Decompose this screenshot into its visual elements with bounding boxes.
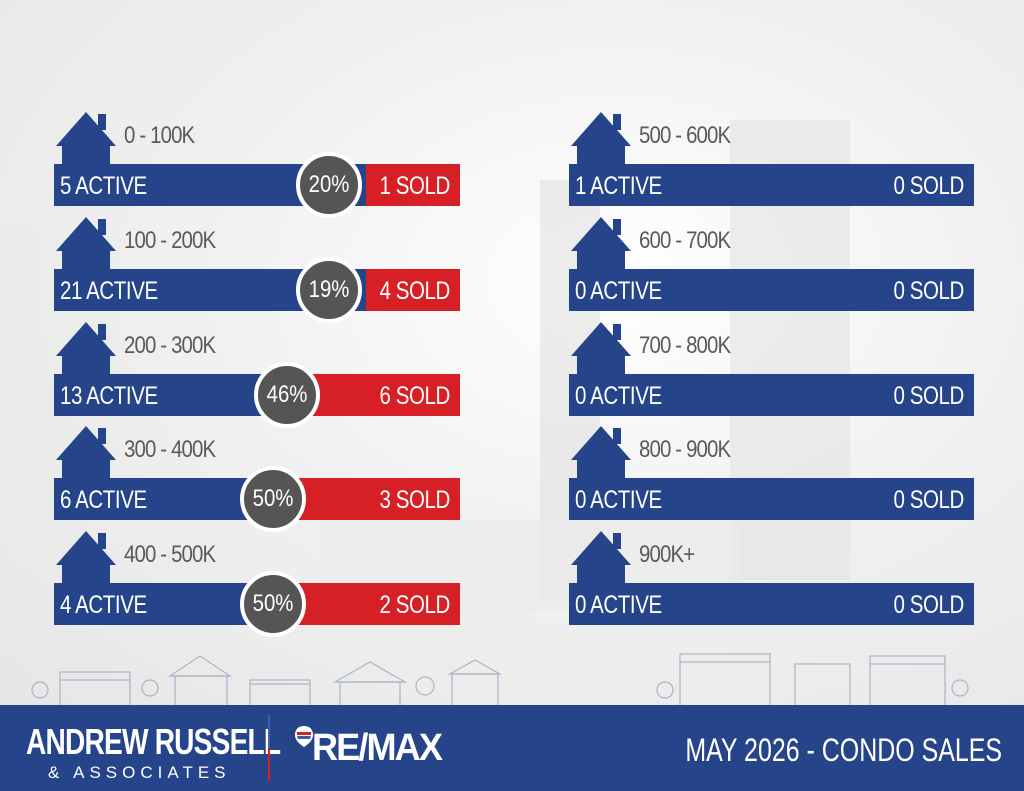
house-icon — [571, 531, 631, 587]
price-range-label: 500 - 600K — [639, 122, 731, 149]
sold-count: 6 SOLD — [379, 382, 451, 410]
sold-bar: 6 SOLD — [304, 374, 460, 416]
house-icon — [571, 217, 631, 273]
house-icon — [56, 217, 116, 273]
price-range-label: 900K+ — [639, 541, 695, 568]
percent-badge: 46% — [254, 362, 320, 428]
brand-name: ANDREW RUSSELL — [26, 721, 281, 762]
active-count: 13 ACTIVE — [60, 382, 158, 410]
active-bar: 0 ACTIVE 0 SOLD — [569, 583, 974, 625]
price-row-100-200k: 100 - 200K 21 ACTIVE 4 SOLD 19% — [54, 215, 460, 323]
price-row-200-300k: 200 - 300K 13 ACTIVE 6 SOLD 46% — [54, 320, 460, 428]
sold-count: 0 SOLD — [893, 382, 965, 410]
footer-bar: ANDREW RUSSELL & ASSOCIATES RE/MAX MAY 2… — [0, 705, 1024, 791]
price-range-label: 300 - 400K — [124, 436, 216, 463]
sold-count: 0 SOLD — [893, 277, 965, 305]
active-bar: 0 ACTIVE 0 SOLD — [569, 478, 974, 520]
active-bar: 0 ACTIVE 0 SOLD — [569, 374, 974, 416]
active-bar: 1 ACTIVE 0 SOLD — [569, 164, 974, 206]
sold-count: 0 SOLD — [893, 172, 965, 200]
brand-subtitle: & ASSOCIATES — [48, 763, 231, 782]
price-range-label: 700 - 800K — [639, 332, 731, 359]
skyline-illustration — [0, 653, 1024, 707]
report-title: MAY 2026 - CONDO SALES — [685, 732, 1002, 768]
remax-logo: RE/MAX — [312, 727, 443, 769]
sold-bar: 1 SOLD — [366, 164, 460, 206]
active-count: 0 ACTIVE — [575, 591, 662, 619]
price-row-900k-plus: 900K+ 0 ACTIVE 0 SOLD — [569, 529, 974, 629]
price-row-800-900k: 800 - 900K 0 ACTIVE 0 SOLD — [569, 424, 974, 524]
price-row-500-600k: 500 - 600K 1 ACTIVE 0 SOLD — [569, 110, 974, 210]
house-icon — [571, 426, 631, 482]
active-count: 0 ACTIVE — [575, 486, 662, 514]
price-range-label: 200 - 300K — [124, 332, 216, 359]
price-range-label: 600 - 700K — [639, 227, 731, 254]
house-icon — [56, 426, 116, 482]
percent-badge: 19% — [296, 257, 362, 323]
price-range-label: 800 - 900K — [639, 436, 731, 463]
house-icon — [56, 322, 116, 378]
percent-badge: 50% — [240, 571, 306, 637]
remax-balloon-icon — [295, 726, 313, 747]
price-row-700-800k: 700 - 800K 0 ACTIVE 0 SOLD — [569, 320, 974, 420]
price-row-0-100k: 0 - 100K 5 ACTIVE 1 SOLD 20% — [54, 110, 460, 218]
sold-count: 1 SOLD — [379, 172, 451, 200]
price-range-label: 0 - 100K — [124, 122, 195, 149]
percent-badge: 50% — [240, 466, 306, 532]
sold-count: 2 SOLD — [379, 591, 451, 619]
sold-count: 0 SOLD — [893, 486, 965, 514]
price-range-label: 400 - 500K — [124, 541, 216, 568]
price-row-600-700k: 600 - 700K 0 ACTIVE 0 SOLD — [569, 215, 974, 315]
sold-count: 0 SOLD — [893, 591, 965, 619]
house-icon — [571, 112, 631, 168]
footer-divider — [268, 715, 270, 781]
active-count: 21 ACTIVE — [60, 277, 158, 305]
sold-bar: 2 SOLD — [294, 583, 460, 625]
price-row-300-400k: 300 - 400K 6 ACTIVE 3 SOLD 50% — [54, 424, 460, 532]
house-icon — [56, 531, 116, 587]
percent-badge: 20% — [296, 152, 362, 218]
active-count: 5 ACTIVE — [60, 172, 147, 200]
active-bar: 0 ACTIVE 0 SOLD — [569, 269, 974, 311]
price-row-400-500k: 400 - 500K 4 ACTIVE 2 SOLD 50% — [54, 529, 460, 637]
active-count: 0 ACTIVE — [575, 277, 662, 305]
house-icon — [56, 112, 116, 168]
active-count: 4 ACTIVE — [60, 591, 147, 619]
house-icon — [571, 322, 631, 378]
active-count: 0 ACTIVE — [575, 382, 662, 410]
active-count: 6 ACTIVE — [60, 486, 147, 514]
sold-bar: 3 SOLD — [294, 478, 460, 520]
active-count: 1 ACTIVE — [575, 172, 662, 200]
sold-count: 3 SOLD — [379, 486, 451, 514]
sold-bar: 4 SOLD — [366, 269, 460, 311]
sold-count: 4 SOLD — [379, 277, 451, 305]
price-range-label: 100 - 200K — [124, 227, 216, 254]
